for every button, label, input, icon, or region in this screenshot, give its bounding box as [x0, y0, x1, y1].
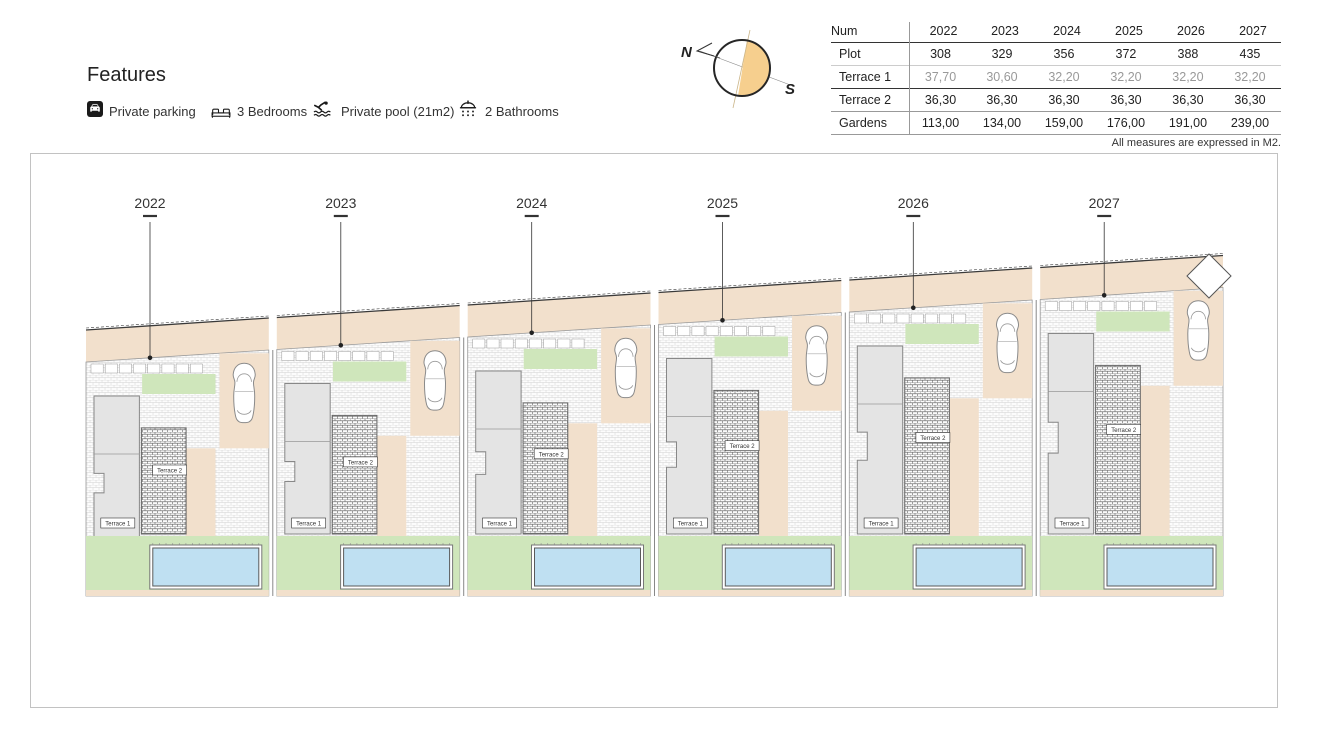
svg-text:Terrace 1: Terrace 1: [105, 522, 131, 528]
svg-text:2027: 2027: [1089, 195, 1120, 211]
svg-text:Terrace 2: Terrace 2: [1111, 428, 1137, 434]
svg-text:2024: 2024: [516, 195, 547, 211]
svg-text:Terrace 2: Terrace 2: [920, 436, 946, 442]
svg-text:2022: 2022: [134, 195, 165, 211]
svg-text:Terrace 2: Terrace 2: [730, 444, 756, 450]
svg-text:Terrace 1: Terrace 1: [296, 522, 322, 528]
svg-text:Terrace 2: Terrace 2: [539, 452, 565, 458]
svg-text:Terrace 1: Terrace 1: [487, 522, 513, 528]
svg-text:2025: 2025: [707, 195, 738, 211]
svg-text:Terrace 1: Terrace 1: [869, 522, 895, 528]
svg-text:Terrace 1: Terrace 1: [1059, 522, 1085, 528]
svg-text:Terrace 2: Terrace 2: [157, 469, 183, 475]
svg-text:2023: 2023: [325, 195, 356, 211]
svg-text:2026: 2026: [898, 195, 929, 211]
svg-text:Terrace 2: Terrace 2: [348, 460, 374, 466]
svg-text:Terrace 1: Terrace 1: [678, 522, 704, 528]
